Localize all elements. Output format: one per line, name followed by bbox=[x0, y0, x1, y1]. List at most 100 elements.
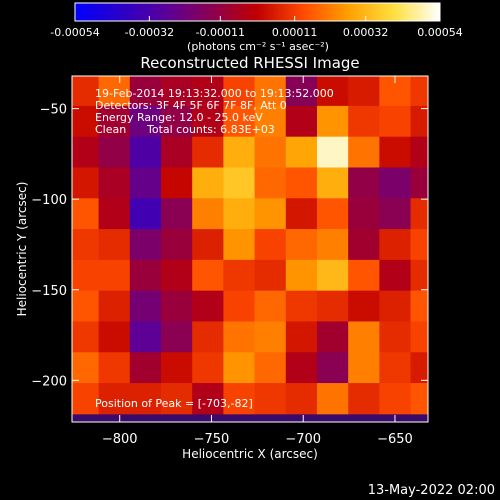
heatmap-cell bbox=[285, 290, 318, 322]
heatmap-cell bbox=[72, 290, 100, 322]
heatmap-cell bbox=[223, 167, 256, 199]
heatmap-cell bbox=[129, 352, 162, 384]
heatmap-cell bbox=[254, 321, 287, 353]
heatmap-cell bbox=[192, 229, 224, 261]
colorbar: -0.00054 -0.00032 -0.00011 0.00011 0.00032 0.… bbox=[50, 2, 463, 53]
heatmap-cell bbox=[348, 321, 380, 353]
heatmap-cell bbox=[161, 167, 193, 199]
plot-area: −800 −750 −700 −650 −50 −100 −150 −200 bbox=[31, 75, 429, 447]
heatmap-cell bbox=[254, 136, 287, 168]
heatmap-cell bbox=[285, 352, 318, 384]
heatmap-cell bbox=[379, 290, 412, 322]
heatmap-cell bbox=[285, 136, 318, 168]
heatmap-cell bbox=[316, 259, 349, 292]
heatmap-cell bbox=[254, 198, 287, 230]
heatmap-cell bbox=[98, 383, 131, 415]
heatmap-cell bbox=[223, 383, 256, 415]
heatmap-cell bbox=[98, 198, 131, 230]
y-tick-label: −150 bbox=[31, 284, 67, 299]
heatmap-cell bbox=[98, 229, 131, 261]
heatmap-cell bbox=[98, 352, 131, 384]
heatmap-cell bbox=[192, 76, 224, 107]
heatmap-cell bbox=[254, 290, 287, 322]
colorbar-tick-label: 0.00011 bbox=[272, 26, 318, 39]
heatmap-cell bbox=[129, 105, 162, 138]
heatmap-cell bbox=[98, 290, 131, 322]
heatmap-cell bbox=[379, 198, 412, 230]
time-range-text: 19-Feb-2014 19:13:32.000 to 19:13:52.000 bbox=[95, 87, 334, 100]
heatmap-cell bbox=[129, 136, 162, 168]
heatmap-cell bbox=[72, 198, 100, 230]
heatmap-cell bbox=[129, 198, 162, 230]
heatmap-cell bbox=[348, 76, 380, 107]
heatmap-cell bbox=[72, 321, 100, 353]
colorbar-tick-label: 0.00054 bbox=[417, 26, 463, 39]
colorbar-gradient bbox=[74, 2, 441, 22]
heatmap-cell bbox=[98, 259, 131, 292]
heatmap-cell bbox=[348, 259, 380, 292]
heatmap-cell bbox=[129, 167, 162, 199]
heatmap-cell bbox=[410, 383, 428, 415]
heatmap-cell bbox=[348, 290, 380, 322]
x-tick-label: −750 bbox=[194, 432, 230, 447]
heatmap-cell bbox=[72, 229, 100, 261]
heatmap-cell bbox=[98, 76, 131, 107]
heatmap-cell bbox=[161, 259, 193, 292]
heatmap-cell bbox=[254, 105, 287, 138]
y-tick-label: −200 bbox=[31, 374, 67, 389]
heatmap-cell bbox=[223, 198, 256, 230]
annotations: 19-Feb-2014 19:13:32.000 to 19:13:52.000… bbox=[95, 87, 334, 410]
heatmap-cell bbox=[223, 76, 256, 107]
heatmap-cell bbox=[98, 136, 131, 168]
heatmap-cell bbox=[410, 321, 428, 353]
footer-timestamp: 13-May-2022 02:00 bbox=[368, 483, 495, 498]
heatmap-cell bbox=[254, 229, 287, 261]
heatmap-cell bbox=[254, 383, 287, 415]
heatmap-cell bbox=[410, 105, 428, 138]
heatmap-cell bbox=[223, 259, 256, 292]
heatmap-cell bbox=[72, 352, 100, 384]
heatmap-cell bbox=[192, 259, 224, 292]
heatmap-cell bbox=[129, 259, 162, 292]
heatmap-cell bbox=[410, 136, 428, 168]
heatmap-cell bbox=[161, 352, 193, 384]
heatmap-cell bbox=[161, 321, 193, 353]
heatmap-cell bbox=[161, 290, 193, 322]
heatmap-cell bbox=[348, 167, 380, 199]
heatmap-cell bbox=[161, 198, 193, 230]
x-tick-label: −800 bbox=[102, 432, 138, 447]
y-tick-label: −100 bbox=[31, 193, 67, 208]
colorbar-tick-label: -0.00011 bbox=[196, 26, 245, 39]
heatmap-cell bbox=[285, 167, 318, 199]
heatmap-cell bbox=[379, 167, 412, 199]
colorbar-tick-label: -0.00054 bbox=[50, 26, 99, 39]
heatmap-cell bbox=[161, 105, 193, 138]
heatmap-cell bbox=[192, 352, 224, 384]
peak-position-text: Position of Peak = [-703,-82] bbox=[95, 397, 253, 410]
heatmap-cell bbox=[379, 383, 412, 415]
heatmap-cell bbox=[410, 290, 428, 322]
energy-range-text: Energy Range: 12.0 - 25.0 keV bbox=[95, 111, 263, 124]
heatmap-cell bbox=[192, 167, 224, 199]
heatmap-cell bbox=[379, 321, 412, 353]
heatmap-cell bbox=[98, 105, 131, 138]
heatmap-cell bbox=[348, 352, 380, 384]
heatmap-cell bbox=[379, 259, 412, 292]
heatmap-cell bbox=[129, 383, 162, 415]
heatmap-cell bbox=[316, 352, 349, 384]
heatmap-cell bbox=[379, 105, 412, 138]
heatmap-cell bbox=[192, 321, 224, 353]
colorbar-units-label: (photons cm⁻² s⁻¹ asec⁻²) bbox=[187, 40, 329, 53]
heatmap-cell bbox=[223, 229, 256, 261]
heatmap-cell bbox=[410, 259, 428, 292]
heatmap-cell bbox=[285, 198, 318, 230]
heatmap-cell bbox=[254, 76, 287, 107]
heatmap-cell bbox=[223, 321, 256, 353]
heatmap-cell bbox=[285, 383, 318, 415]
x-axis-label: Heliocentric X (arcsec) bbox=[182, 447, 318, 461]
heatmap-cell bbox=[192, 290, 224, 322]
total-counts-text: Total counts: 6.83E+03 bbox=[146, 123, 275, 136]
y-axis-label: Heliocentric Y (arcsec) bbox=[15, 182, 29, 317]
heatmap-cell bbox=[348, 229, 380, 261]
heatmap-cell bbox=[129, 76, 162, 107]
